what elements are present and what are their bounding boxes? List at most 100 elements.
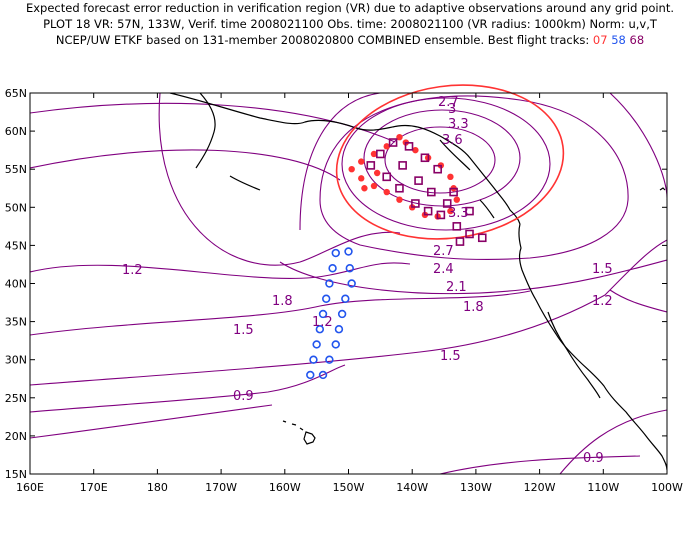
track-68-point [376, 149, 385, 159]
contour-label: 2.4 [433, 262, 454, 277]
track-68-point [436, 210, 446, 220]
track-68-point [420, 153, 430, 163]
longitude-label: 160W [269, 481, 301, 494]
track-07-point [348, 166, 355, 173]
longitude-label: 150W [333, 481, 365, 494]
track-68-point [477, 233, 487, 243]
contour-line [341, 97, 551, 231]
longitude-label: 130W [460, 481, 492, 494]
contour-line [30, 149, 341, 181]
latitude-label: 15N [5, 468, 27, 481]
latitude-label: 55N [5, 163, 27, 176]
track-07-point [396, 133, 403, 141]
track-07-point [370, 182, 378, 190]
track-58-point [328, 264, 337, 273]
contour-label: 1.2 [592, 294, 613, 309]
contour-line [559, 409, 667, 474]
contour-line [609, 289, 667, 313]
track-68-point [411, 199, 420, 208]
latitude-label: 60N [5, 125, 27, 138]
track-68-point [423, 206, 433, 216]
contour-label: 0.9 [233, 389, 254, 404]
latitude-label: 50N [5, 201, 27, 214]
track-58-point [315, 325, 325, 334]
latitude-labels: 65N 60N 55N 50N 45N 40N 35N 30N 25N 20N 15N [5, 87, 27, 481]
longitude-label: 100W [651, 481, 683, 494]
contour-line [30, 290, 531, 336]
coastline-kamchatka [195, 93, 261, 191]
contour-label: 0.9 [583, 451, 604, 466]
longitude-label: 110W [587, 481, 619, 494]
contour-line [299, 93, 667, 231]
track-68-point [414, 176, 423, 185]
hawaii-islands [282, 187, 666, 445]
island [282, 420, 287, 423]
track-07-point [396, 196, 403, 203]
track-58-point [325, 355, 334, 364]
latitude-label: 25N [5, 392, 27, 405]
contour-label: 3.3 [448, 206, 469, 221]
contour-line [319, 95, 629, 261]
coastline-baja [547, 311, 601, 399]
track-07-point [358, 158, 365, 165]
latitude-label: 40N [5, 278, 27, 291]
contour-label: 2.7 [438, 95, 459, 110]
track-58-point [341, 294, 350, 303]
contour-line [30, 239, 667, 386]
track-68-point [465, 229, 474, 239]
contour-label: 3.3 [448, 117, 469, 132]
track-58-point [334, 325, 344, 334]
track-07-point [358, 175, 365, 182]
longitude-labels: 160E 170E 180 170W 160W 150W 140W 130W 120W 110W 1… [16, 481, 683, 494]
island [299, 427, 304, 431]
latitude-label: 45N [5, 239, 27, 252]
contour-labels: 2.7 3 3.3 3.6 3.3 2.7 2.4 2.1 1.8 1.8 1.… [122, 95, 613, 466]
contour-line [158, 93, 401, 266]
title-line-3-text: NCEP/UW ETKF based on 131-member 2008020… [55, 33, 593, 47]
contour-label: 2.7 [433, 244, 454, 259]
contour-label: 1.5 [592, 262, 613, 277]
title-line-1: Expected forecast error reduction in ver… [25, 1, 675, 15]
track-58-point [337, 309, 347, 319]
longitude-label: 160E [16, 481, 44, 494]
track-68-markers [366, 138, 487, 246]
track-58-point [318, 370, 328, 380]
contour-label: 1.5 [440, 349, 461, 364]
latitude-label: 20N [5, 430, 27, 443]
track-id-07: 07 [592, 33, 608, 47]
contour-line [439, 455, 641, 474]
coastline-gulf-islands [439, 139, 495, 219]
track-68-point [449, 187, 458, 197]
track-58-markers [306, 247, 356, 380]
contour-line [30, 262, 411, 280]
track-68-point [398, 161, 407, 170]
track-58-point [306, 370, 315, 380]
track-58-point [325, 279, 334, 288]
track-68-point [455, 237, 465, 246]
contour-label: 3 [448, 102, 456, 117]
track-68-point [388, 138, 398, 147]
island [659, 187, 666, 191]
contour-label: 1.8 [463, 300, 484, 315]
track-68-point [382, 172, 392, 182]
title-line-3: NCEP/UW ETKF based on 131-member 2008020… [0, 33, 700, 47]
track-07-point [453, 196, 460, 203]
verification-region-circle [335, 84, 565, 240]
contour-label: 1.2 [312, 315, 333, 330]
longitude-label: 170W [205, 481, 237, 494]
contour-line [30, 404, 273, 439]
track-07-point [412, 146, 419, 154]
latitude-label: 35N [5, 316, 27, 329]
latitude-label: 65N [5, 87, 27, 100]
track-68-point [395, 183, 404, 193]
track-58-point [322, 294, 331, 303]
track-58-point [318, 309, 328, 319]
coastline-alaska [169, 93, 521, 225]
track-58-point [331, 340, 340, 349]
track-68-point [452, 222, 462, 231]
longitude-label: 140W [396, 481, 428, 494]
longitude-label: 120W [524, 481, 556, 494]
track-07-point [447, 173, 454, 181]
track-07-point [447, 207, 454, 215]
